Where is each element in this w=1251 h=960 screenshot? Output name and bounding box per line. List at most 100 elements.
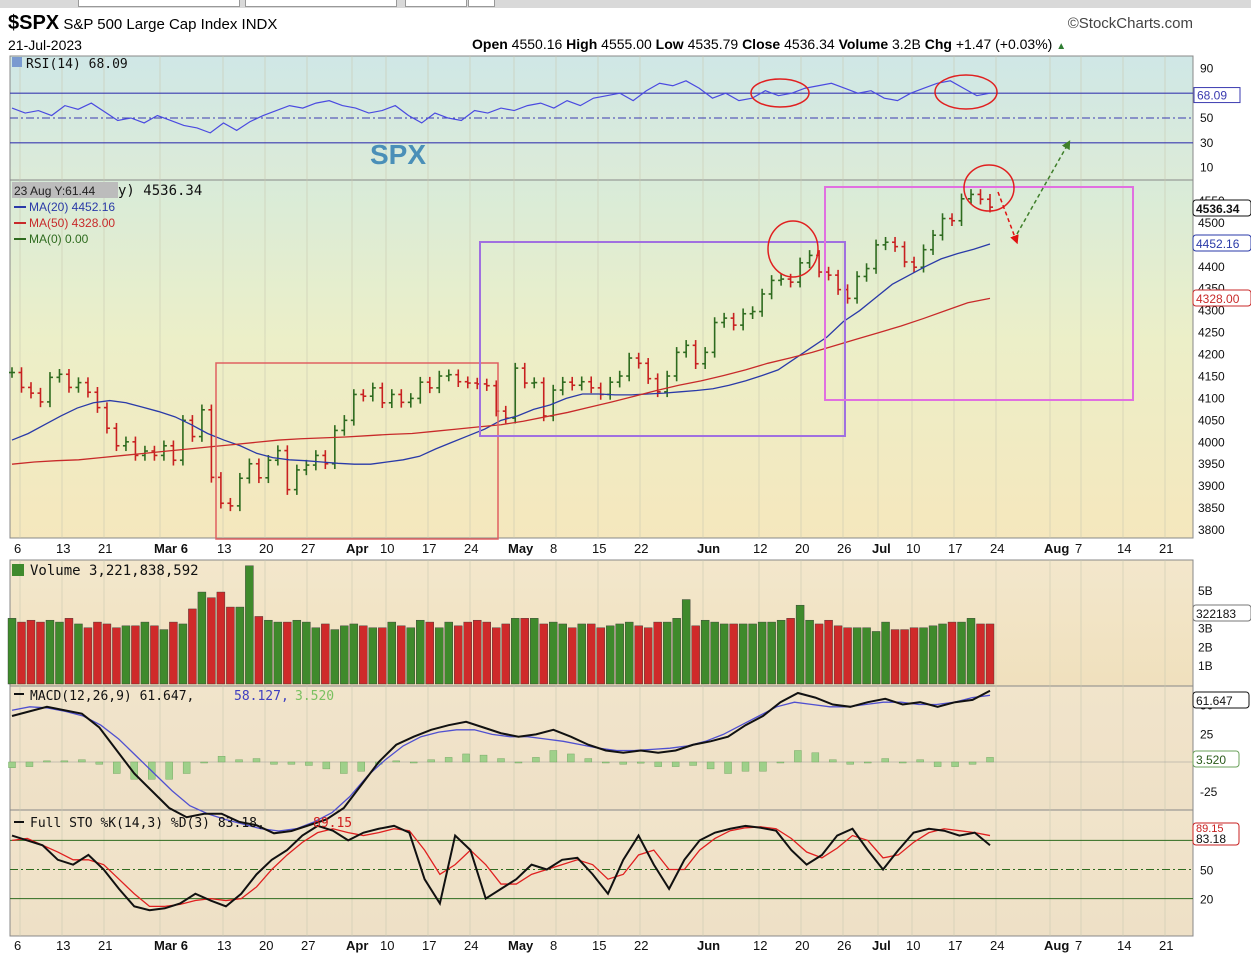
- volume-bar: [928, 625, 938, 685]
- macd-histogram-bar: [602, 761, 610, 764]
- volume-bar: [814, 623, 824, 685]
- sto-k-line: [11, 824, 991, 912]
- macd-histogram-bar: [829, 759, 837, 763]
- volume-bar: [748, 623, 757, 685]
- volume-bar: [197, 591, 207, 685]
- volume-bar: [634, 625, 643, 685]
- volume-bar: [264, 619, 273, 685]
- macd-histogram-bar: [759, 761, 767, 772]
- x-tick-label: 17: [422, 541, 436, 556]
- volume-bar: [596, 627, 605, 685]
- volume-bar: [359, 625, 368, 685]
- volume-bar: [330, 629, 340, 685]
- toolbar-tab[interactable]: [468, 0, 495, 7]
- macd-histogram-bar: [898, 761, 907, 764]
- macd-histogram-bar: [881, 758, 889, 763]
- volume-bar: [321, 623, 330, 685]
- x-tick-label: 15: [592, 541, 606, 556]
- volume-bar: [416, 619, 425, 685]
- volume-bar: [83, 627, 93, 685]
- volume-bar: [159, 629, 169, 685]
- price-y-tick: 4300: [1198, 304, 1225, 318]
- volume-bar: [482, 621, 491, 685]
- volume-bar: [292, 619, 302, 685]
- x-tick-label: 13: [56, 541, 70, 556]
- macd-histogram-bar: [846, 761, 854, 765]
- sto-legend: Full STO %K(14,3) %D(3) 83.18,: [30, 816, 265, 831]
- annotation-circle: [750, 78, 810, 108]
- volume-bar: [36, 621, 45, 685]
- volume-bar: [871, 631, 881, 685]
- price-y-tick: 4250: [1198, 326, 1225, 340]
- volume-bar: [852, 627, 862, 685]
- volume-bar: [26, 619, 36, 685]
- price-y-tick: 4200: [1198, 348, 1225, 362]
- x-tick-label: 14: [1117, 541, 1131, 556]
- toolbar-tab[interactable]: [78, 0, 240, 7]
- annotation-box-purple: [479, 241, 846, 437]
- x-tick-label: 17: [948, 938, 962, 953]
- macd-histogram-bar: [619, 761, 627, 765]
- volume-bar: [131, 625, 140, 685]
- price-legend: y) 4536.34: [118, 183, 202, 199]
- chart-date: 21-Jul-2023: [8, 37, 82, 53]
- macd-histogram-bar: [235, 759, 243, 763]
- macd-histogram-bar: [951, 761, 959, 767]
- price-panel: [9, 179, 1194, 539]
- volume-bar: [17, 621, 26, 685]
- x-tick-label: 6: [14, 541, 21, 556]
- x-tick-label: Mar 6: [154, 938, 188, 953]
- rsi-y-tick: 90: [1200, 61, 1214, 75]
- volume-y-tick: 2B: [1198, 640, 1213, 654]
- volume-bar: [311, 627, 321, 685]
- macd-histogram-bar: [916, 759, 924, 763]
- price-y-tick: 4050: [1198, 413, 1225, 427]
- x-tick-label: May: [508, 541, 534, 556]
- volume-bar: [700, 619, 710, 685]
- price-value-tag-text: 4328.00: [1196, 292, 1240, 306]
- price-value-tag: [1192, 199, 1251, 217]
- macd-value-tag-text: 61.647: [1196, 694, 1233, 708]
- volume-y-tick: 5B: [1198, 584, 1213, 598]
- volume-bar: [824, 619, 833, 685]
- x-tick-label: 21: [1159, 541, 1173, 556]
- volume-bar: [966, 618, 976, 685]
- macd-histogram-bar: [637, 761, 645, 764]
- high-label: High: [566, 36, 598, 52]
- macd-histogram-bar: [113, 761, 121, 774]
- sto-value-tag-d: 89.15: [1196, 823, 1224, 835]
- volume-bar: [947, 621, 957, 685]
- ma20-line: [11, 243, 991, 465]
- close-value: 4536.34: [784, 36, 835, 52]
- annotation-circle: [934, 74, 998, 110]
- volume-bar: [254, 616, 264, 685]
- rsi-legend-swatch: [12, 57, 22, 67]
- macd-histogram-bar: [654, 761, 662, 767]
- x-tick-label: 24: [464, 938, 478, 953]
- macd-histogram-bar: [532, 757, 540, 763]
- price-y-tick: 4400: [1198, 260, 1225, 274]
- volume-bar: [150, 625, 159, 685]
- macd-histogram-bar: [8, 761, 16, 768]
- brand-link[interactable]: ©StockCharts.com: [1067, 15, 1193, 32]
- volume-bar: [577, 623, 586, 685]
- x-tick-label: 12: [753, 541, 767, 556]
- volume-legend: Volume 3,221,838,592: [30, 563, 199, 579]
- macd-hist-tag: [1192, 750, 1240, 768]
- volume-bar: [558, 623, 567, 685]
- volume-value-tag: [1192, 604, 1251, 622]
- annotation-arrow-up: [1016, 140, 1071, 235]
- volume-y-tick: 1B: [1198, 659, 1213, 673]
- x-tick-label: Jun: [697, 938, 720, 953]
- volume-bar: [919, 627, 928, 685]
- macd-histogram-bar: [182, 761, 191, 774]
- symbol: $SPX: [8, 12, 60, 34]
- x-tick-label: 22: [634, 541, 648, 556]
- volume-bar: [890, 629, 900, 685]
- sto-y-tick: 20: [1200, 893, 1214, 907]
- volume-bar: [140, 621, 150, 685]
- macd-histogram-bar: [165, 761, 173, 780]
- toolbar-tab[interactable]: [245, 0, 397, 7]
- toolbar-tab[interactable]: [405, 0, 467, 7]
